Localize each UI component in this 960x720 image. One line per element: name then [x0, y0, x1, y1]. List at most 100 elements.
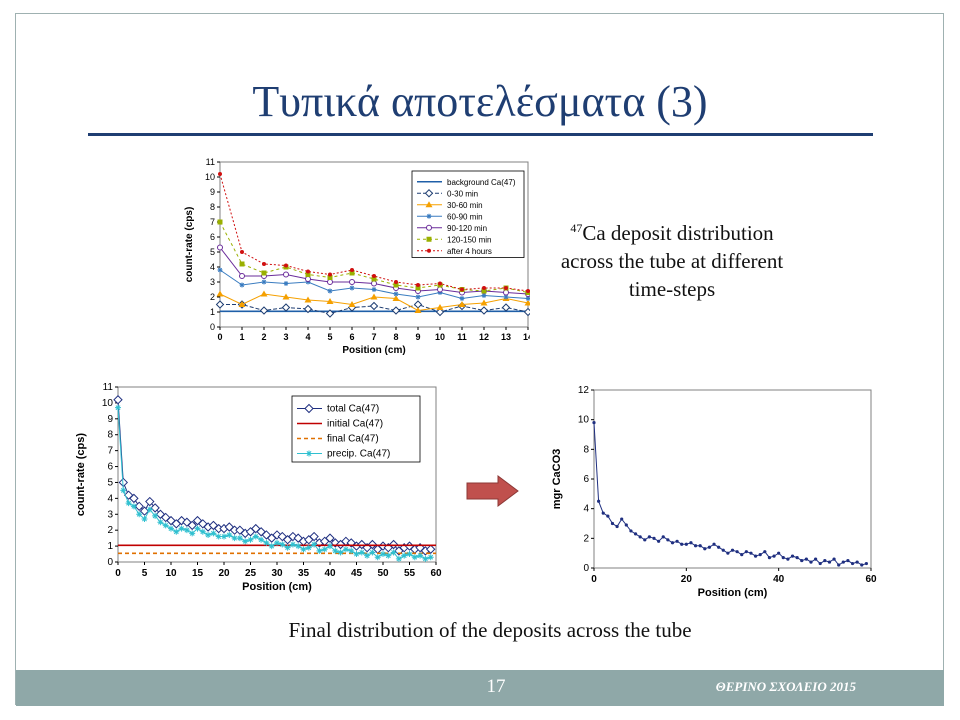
data-point — [380, 551, 386, 558]
data-point — [321, 546, 328, 553]
data-point — [393, 291, 399, 297]
data-point — [503, 294, 509, 300]
data-point — [205, 531, 212, 538]
data-point — [187, 520, 197, 531]
x-tick-label: 0 — [591, 574, 597, 585]
series-line — [219, 173, 529, 292]
x-tick-label: 10 — [165, 568, 177, 579]
data-point — [592, 421, 596, 425]
data-point — [370, 293, 378, 300]
data-point — [416, 283, 420, 287]
data-point — [758, 553, 762, 557]
y-tick-label: 2 — [210, 292, 215, 302]
data-point — [146, 506, 153, 513]
data-point — [846, 558, 850, 563]
data-point — [481, 288, 487, 294]
data-point — [304, 403, 314, 414]
data-point — [415, 285, 421, 291]
data-point — [689, 541, 693, 545]
data-point — [411, 554, 418, 561]
data-point — [371, 287, 377, 292]
series-0 — [592, 421, 868, 567]
data-point — [860, 563, 864, 567]
y-tick-label: 1 — [210, 307, 215, 317]
data-point — [349, 285, 355, 291]
data-point — [239, 282, 245, 288]
data-point — [633, 532, 638, 536]
data-point — [385, 552, 392, 559]
data-point — [638, 535, 642, 539]
data-point — [342, 546, 349, 553]
right-arrow-icon — [466, 475, 520, 512]
x-tick-label: 30 — [271, 568, 283, 579]
data-point — [763, 550, 767, 554]
legend-label: initial Ca(47) — [327, 419, 383, 430]
data-point — [610, 521, 615, 526]
data-point — [601, 511, 605, 515]
data-point — [304, 296, 312, 303]
data-point — [282, 293, 290, 300]
y-tick-label: 9 — [107, 414, 113, 425]
footer-text: ΘΕΡΙΝΟ ΣΧΟΛΕΙΟ 2015 — [715, 679, 856, 694]
data-point — [606, 514, 610, 518]
data-point — [268, 543, 275, 550]
x-tick-label: 50 — [377, 568, 389, 579]
series-3 — [115, 404, 434, 562]
legend-label: 90-120 min — [447, 224, 487, 233]
data-point — [657, 539, 661, 543]
data-point — [125, 500, 132, 507]
data-point — [422, 555, 429, 562]
data-point — [238, 301, 246, 307]
data-point — [252, 533, 259, 540]
data-point — [218, 172, 222, 176]
data-point — [295, 543, 302, 550]
data-point — [325, 533, 335, 543]
x-axis-label: Position (cm) — [242, 581, 312, 593]
x-tick-label: 7 — [371, 332, 376, 342]
data-point — [744, 550, 748, 554]
y-tick-label: 11 — [206, 157, 215, 167]
data-point — [620, 517, 624, 521]
data-point — [855, 560, 859, 564]
data-point — [661, 535, 665, 539]
data-point — [239, 273, 245, 279]
y-tick-label: 6 — [107, 462, 113, 473]
y-tick-label: 0 — [210, 322, 215, 332]
data-point — [364, 552, 371, 559]
data-point — [281, 303, 291, 312]
data-point — [284, 263, 288, 268]
plot-area — [593, 389, 872, 569]
y-axis-label: count-rate (cps) — [184, 207, 195, 283]
y-tick-label: 11 — [103, 382, 114, 393]
data-point — [309, 531, 319, 542]
x-tick-label: 4 — [305, 332, 310, 342]
legend-label: 120-150 min — [447, 235, 491, 244]
data-point — [786, 557, 790, 561]
data-point — [150, 503, 160, 513]
data-point — [305, 276, 311, 282]
data-point — [438, 281, 442, 286]
data-point — [406, 551, 413, 558]
data-point — [395, 555, 402, 562]
legend-label: after 4 hours — [447, 247, 492, 256]
data-point — [525, 296, 530, 301]
y-tick-label: 1 — [107, 541, 113, 552]
data-point — [480, 299, 488, 306]
data-point — [259, 306, 269, 315]
data-point — [818, 561, 822, 566]
x-tick-label: 14 — [523, 332, 530, 342]
data-point — [236, 535, 243, 542]
data-point — [597, 499, 601, 503]
data-point — [393, 282, 399, 288]
data-point — [436, 304, 444, 310]
data-point — [258, 536, 265, 543]
y-axis-label: mgr CaCO3 — [551, 449, 563, 510]
chart-time-steps: 0123456789101101234567891011121314Positi… — [180, 155, 530, 370]
data-point — [279, 541, 286, 548]
data-point — [479, 306, 489, 315]
x-tick-label: 0 — [115, 568, 121, 579]
data-point — [316, 547, 323, 554]
data-point — [693, 544, 698, 548]
data-point — [392, 295, 400, 301]
data-point — [417, 552, 424, 559]
